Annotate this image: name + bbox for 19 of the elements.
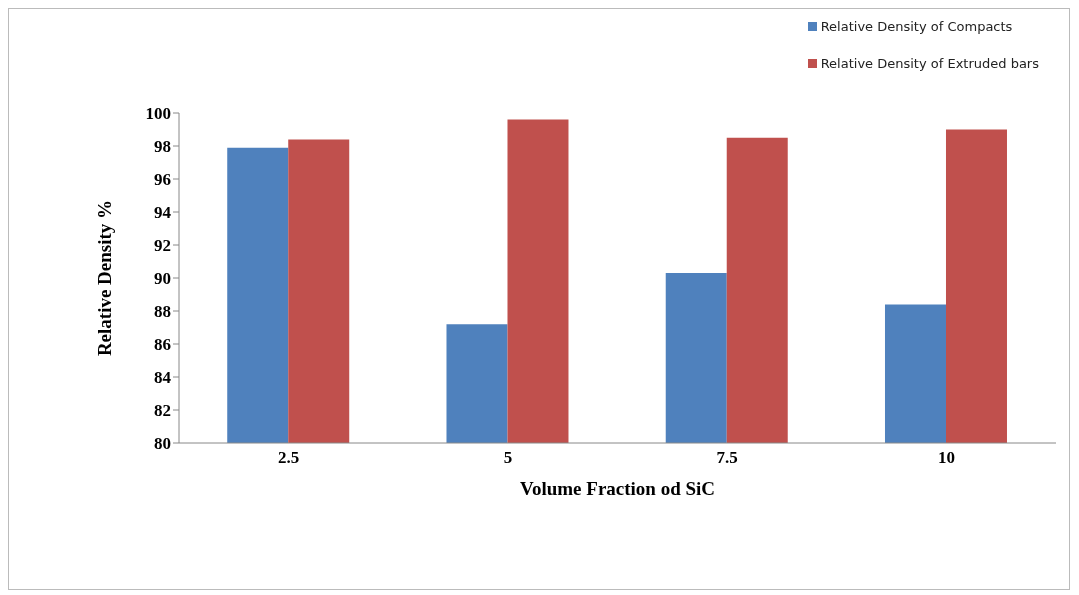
x-tick-label: 5 [503, 448, 513, 468]
y-tick-label: 98 [154, 137, 171, 157]
y-tick-label: 84 [154, 368, 172, 388]
x-tick-label: 10 [937, 448, 955, 468]
y-tick-label: 92 [154, 236, 171, 256]
legend-label: Relative Density of Extruded bars [820, 56, 1039, 71]
y-tick-label: 100 [145, 104, 171, 124]
y-tick-label: 86 [154, 335, 171, 355]
y-tick-label: 96 [154, 170, 171, 190]
y-tick-label: 80 [154, 434, 171, 454]
y-tick-label: 94 [154, 203, 172, 223]
legend-label: Relative Density of Compacts [820, 19, 1013, 34]
x-tick-label: 2.5 [278, 448, 300, 468]
x-tick-label: 7.5 [716, 448, 738, 468]
y-tick-label: 82 [154, 401, 171, 421]
y-tick-label: 90 [154, 269, 171, 289]
x-axis-title: Volume Fraction od SiC [519, 478, 716, 499]
y-tick-label: 88 [154, 302, 171, 322]
y-axis-title: Relative Density % [93, 199, 115, 357]
